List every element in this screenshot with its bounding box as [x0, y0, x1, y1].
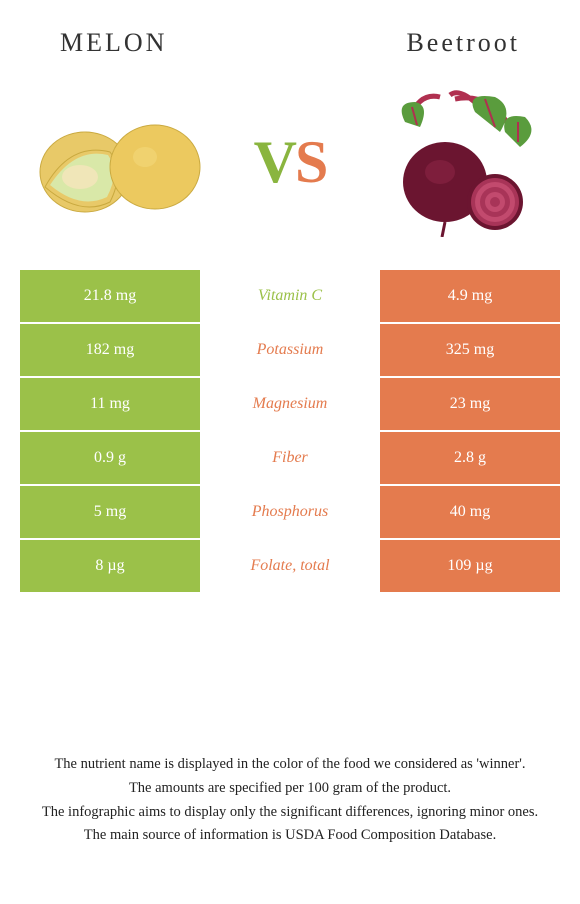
- title-beetroot: Beetroot: [406, 28, 520, 58]
- footer-line1: The nutrient name is displayed in the co…: [20, 754, 560, 776]
- title-melon: MELON: [60, 28, 167, 58]
- vs-label: VS: [254, 128, 327, 197]
- footer-line2: The amounts are specified per 100 gram o…: [20, 778, 560, 800]
- beetroot-image: [370, 87, 550, 237]
- cell-right-value: 109 µg: [380, 540, 560, 592]
- cell-left-value: 21.8 mg: [20, 270, 200, 322]
- cell-nutrient-name: Phosphorus: [200, 486, 380, 538]
- table-row: 21.8 mgVitamin C4.9 mg: [20, 268, 560, 322]
- cell-right-value: 325 mg: [380, 324, 560, 376]
- table-row: 11 mgMagnesium23 mg: [20, 376, 560, 430]
- cell-left-value: 11 mg: [20, 378, 200, 430]
- table-row: 182 mgPotassium325 mg: [20, 322, 560, 376]
- footer-line4: The main source of information is USDA F…: [20, 825, 560, 847]
- cell-left-value: 5 mg: [20, 486, 200, 538]
- vs-s: S: [295, 129, 326, 195]
- table-row: 0.9 gFiber2.8 g: [20, 430, 560, 484]
- nutrient-table: 21.8 mgVitamin C4.9 mg182 mgPotassium325…: [20, 268, 560, 592]
- cell-nutrient-name: Vitamin C: [200, 270, 380, 322]
- cell-right-value: 2.8 g: [380, 432, 560, 484]
- cell-nutrient-name: Potassium: [200, 324, 380, 376]
- cell-right-value: 40 mg: [380, 486, 560, 538]
- images-row: VS: [0, 68, 580, 268]
- cell-nutrient-name: Fiber: [200, 432, 380, 484]
- cell-nutrient-name: Magnesium: [200, 378, 380, 430]
- vs-v: V: [254, 129, 295, 195]
- footer-line3: The infographic aims to display only the…: [20, 802, 560, 824]
- footer-notes: The nutrient name is displayed in the co…: [0, 754, 580, 849]
- cell-left-value: 8 µg: [20, 540, 200, 592]
- cell-left-value: 182 mg: [20, 324, 200, 376]
- table-row: 8 µgFolate, total109 µg: [20, 538, 560, 592]
- cell-left-value: 0.9 g: [20, 432, 200, 484]
- table-row: 5 mgPhosphorus40 mg: [20, 484, 560, 538]
- cell-right-value: 4.9 mg: [380, 270, 560, 322]
- melon-image: [30, 87, 210, 237]
- header: MELON Beetroot: [0, 0, 580, 68]
- cell-right-value: 23 mg: [380, 378, 560, 430]
- cell-nutrient-name: Folate, total: [200, 540, 380, 592]
